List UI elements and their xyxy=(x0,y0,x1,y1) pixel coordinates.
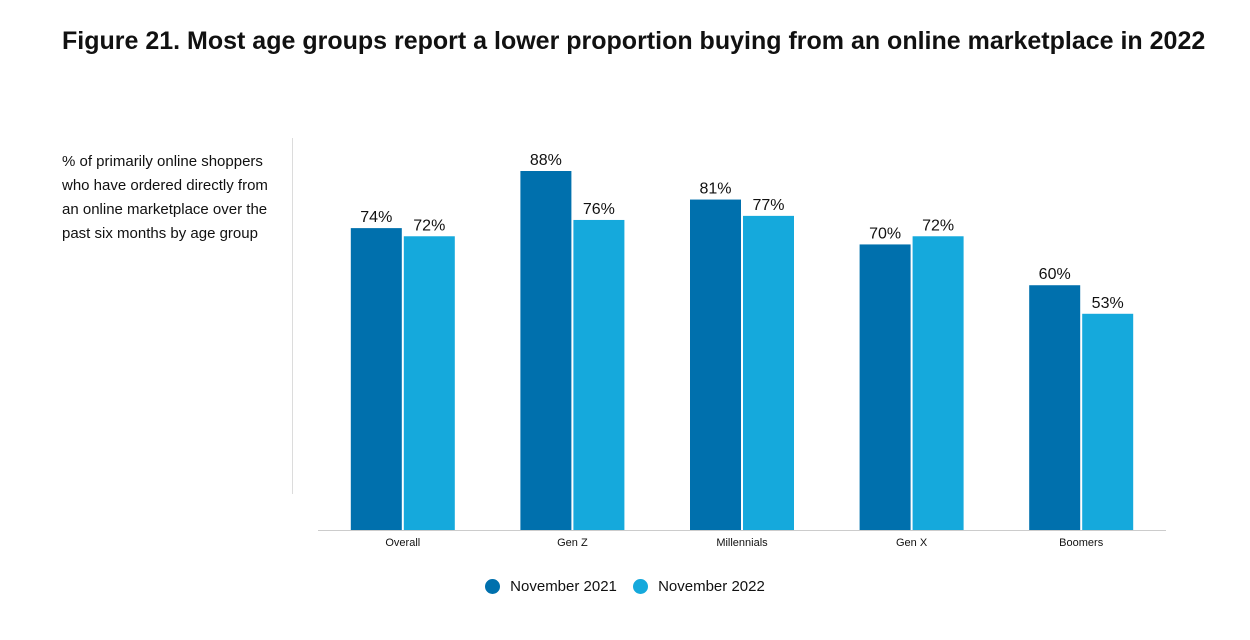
legend-label-nov2022: November 2022 xyxy=(658,578,765,595)
bar-gen-x-series-2 xyxy=(912,236,964,531)
legend-item-nov2022: November 2022 xyxy=(633,578,765,595)
bar-gen-x-series-1 xyxy=(859,244,911,530)
chart-title: Figure 21. Most age groups report a lowe… xyxy=(62,27,1206,55)
x-tick-label: Boomers xyxy=(1059,537,1104,549)
legend: November 2021 November 2022 xyxy=(0,578,1250,598)
x-tick-label: Millennials xyxy=(716,537,768,549)
bar-millennials-series-2 xyxy=(743,215,794,530)
legend-swatch-nov2021 xyxy=(485,579,501,594)
bar-boomers-series-1 xyxy=(1029,285,1081,530)
x-tick-label: Gen Z xyxy=(557,537,588,549)
data-label: 53% xyxy=(1092,295,1124,312)
x-tick-label: Gen X xyxy=(896,537,928,549)
data-label: 72% xyxy=(413,217,445,234)
x-tick-label: Overall xyxy=(385,537,420,549)
data-label: 76% xyxy=(583,201,615,218)
data-label: 74% xyxy=(360,209,392,226)
bar-gen-z-series-2 xyxy=(573,219,625,531)
data-label: 81% xyxy=(699,181,731,198)
data-label: 72% xyxy=(922,217,954,234)
legend-label-nov2021: November 2021 xyxy=(510,578,617,595)
bar-chart: 74% 72% Overall 88% 76% Gen Z 81% 77% Millennial… xyxy=(318,152,1166,549)
data-label: 70% xyxy=(869,225,901,242)
data-label: 88% xyxy=(530,152,562,169)
bar-boomers-series-2 xyxy=(1082,313,1134,530)
bar-overall-series-2 xyxy=(403,236,455,531)
divider xyxy=(292,138,293,494)
bar-gen-z-series-1 xyxy=(520,171,572,530)
legend-item-nov2021: November 2021 xyxy=(485,578,617,595)
data-label: 77% xyxy=(752,197,784,214)
bar-overall-series-1 xyxy=(350,228,402,530)
legend-swatch-nov2022 xyxy=(633,579,649,594)
data-label: 60% xyxy=(1039,266,1071,283)
chart-description: % of primarily online shoppers who have … xyxy=(62,153,268,242)
bar-millennials-series-1 xyxy=(690,199,741,530)
